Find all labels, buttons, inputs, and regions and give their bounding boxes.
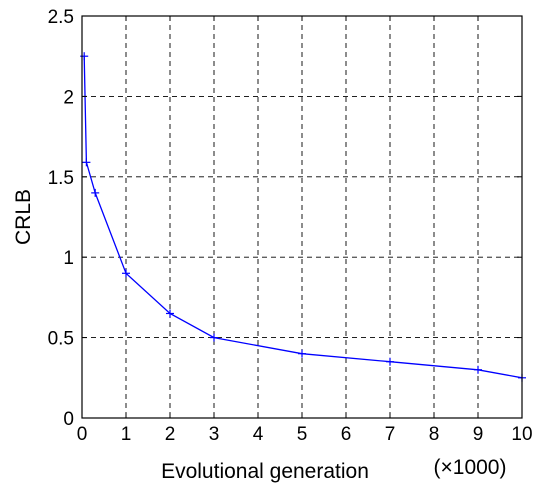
- x-tick-label: 3: [209, 424, 220, 445]
- series-line: [83, 56, 523, 379]
- data-point-marker: [386, 357, 394, 366]
- data-point-marker: [91, 188, 100, 197]
- y-axis-label: CRLB: [12, 189, 35, 245]
- x-tick-label: 2: [165, 424, 176, 445]
- y-tick-label: 0.5: [48, 329, 74, 350]
- y-tick-label: 2.5: [48, 7, 74, 28]
- y-tick-label: 1.5: [48, 168, 74, 189]
- data-point-marker: [210, 333, 218, 342]
- x-tick-label: 10: [511, 424, 532, 445]
- data-point-marker: [298, 349, 306, 358]
- ticks: 0 1 2 3 4 5 6 7 8 9 10 0 0.5 1 1.5 2 2.5: [48, 7, 533, 445]
- y-tick-label: 2: [63, 87, 74, 108]
- x-axis-unit-label: (×1000): [434, 456, 507, 479]
- data-point-marker: [80, 52, 89, 61]
- x-tick-label: 6: [341, 424, 352, 445]
- data-point-marker: [474, 365, 482, 374]
- data-series: [80, 52, 526, 382]
- data-point-marker: [122, 269, 130, 278]
- y-tick-label: 0: [63, 409, 74, 430]
- y-tick-label: 1: [63, 248, 74, 269]
- grid: [82, 16, 522, 418]
- data-point-marker: [82, 158, 91, 167]
- x-tick-label: 7: [385, 424, 396, 445]
- x-tick-label: 8: [429, 424, 440, 445]
- x-tick-label: 5: [297, 424, 308, 445]
- x-tick-label: 9: [473, 424, 484, 445]
- x-tick-label: 4: [253, 424, 264, 445]
- x-axis-label: Evolutional generation: [161, 460, 369, 483]
- x-tick-label: 1: [121, 424, 132, 445]
- x-tick-label: 0: [77, 424, 88, 445]
- data-point-marker: [166, 309, 174, 318]
